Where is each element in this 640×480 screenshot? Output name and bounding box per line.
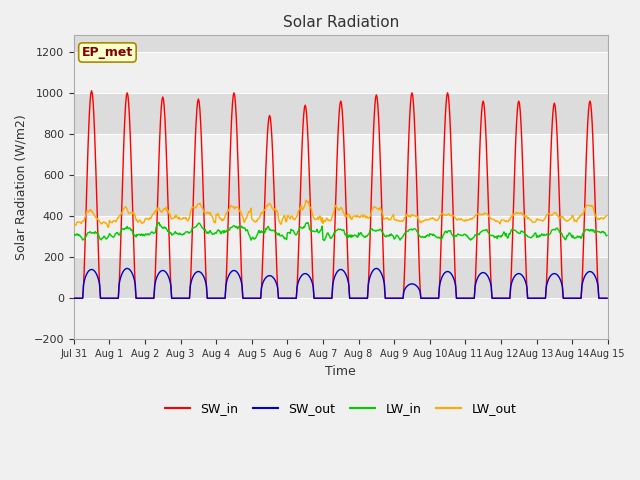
LW_out bbox=[70, 223, 77, 228]
Bar bbox=[74, 134, 608, 175]
Bar bbox=[74, 15, 608, 52]
SW_out bbox=[70, 295, 77, 301]
LW_in bbox=[422, 233, 430, 239]
LW_out bbox=[218, 217, 225, 223]
Bar bbox=[74, 298, 608, 339]
LW_in bbox=[189, 225, 197, 231]
SW_in bbox=[135, 295, 143, 301]
SW_in bbox=[603, 295, 611, 301]
Y-axis label: Solar Radiation (W/m2): Solar Radiation (W/m2) bbox=[15, 114, 28, 260]
SW_in bbox=[422, 295, 429, 301]
LW_out bbox=[189, 204, 197, 210]
SW_out bbox=[189, 274, 197, 279]
Line: LW_out: LW_out bbox=[74, 200, 607, 228]
Legend: SW_in, SW_out, LW_in, LW_out: SW_in, SW_out, LW_in, LW_out bbox=[161, 397, 521, 420]
SW_out bbox=[124, 265, 131, 271]
LW_out bbox=[422, 216, 430, 222]
SW_in bbox=[70, 295, 77, 301]
SW_in bbox=[218, 295, 225, 301]
Line: SW_in: SW_in bbox=[74, 91, 607, 298]
Text: EP_met: EP_met bbox=[82, 46, 133, 59]
LW_out bbox=[302, 197, 310, 203]
SW_out bbox=[79, 283, 87, 288]
Bar bbox=[74, 93, 608, 134]
SW_in bbox=[88, 88, 95, 94]
Line: LW_in: LW_in bbox=[74, 222, 607, 240]
LW_in bbox=[321, 238, 328, 243]
LW_out bbox=[104, 225, 112, 230]
Bar bbox=[74, 52, 608, 93]
Bar bbox=[74, 175, 608, 216]
LW_in bbox=[156, 219, 163, 225]
SW_out bbox=[422, 295, 429, 301]
Bar bbox=[74, 257, 608, 298]
LW_in bbox=[218, 230, 225, 236]
SW_in bbox=[189, 201, 197, 206]
LW_out bbox=[135, 218, 143, 224]
LW_in bbox=[406, 227, 414, 232]
LW_in bbox=[603, 233, 611, 239]
Title: Solar Radiation: Solar Radiation bbox=[283, 15, 399, 30]
Line: SW_out: SW_out bbox=[74, 268, 607, 298]
SW_out bbox=[218, 295, 225, 301]
X-axis label: Time: Time bbox=[325, 365, 356, 378]
LW_out bbox=[603, 213, 611, 218]
SW_out bbox=[406, 281, 413, 287]
LW_out bbox=[406, 214, 414, 220]
LW_in bbox=[79, 237, 87, 242]
SW_out bbox=[603, 295, 611, 301]
SW_in bbox=[406, 113, 413, 119]
LW_out bbox=[79, 218, 87, 224]
LW_in bbox=[134, 232, 142, 238]
SW_out bbox=[135, 295, 143, 301]
SW_in bbox=[79, 286, 87, 291]
Bar bbox=[74, 216, 608, 257]
LW_in bbox=[70, 233, 77, 239]
